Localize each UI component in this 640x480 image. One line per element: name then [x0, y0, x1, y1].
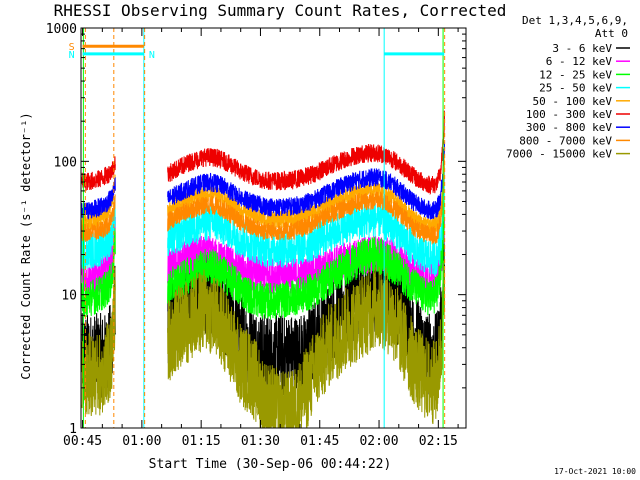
legend-header: Att 0: [595, 27, 628, 40]
marker-lines-layer: SN N: [69, 28, 446, 428]
y-tick-label: 10: [61, 289, 77, 304]
flag-label: N: [149, 50, 155, 61]
series-line: [81, 110, 445, 196]
series-line: [81, 260, 445, 428]
x-tick-label: 01:30: [241, 434, 280, 449]
axes-layer: 00:45 01:00 01:15 01:30 01:45 02:00 02:15 1 10 10…: [46, 22, 466, 449]
series-layer: [81, 110, 445, 428]
x-axis-label: Start Time (30-Sep-06 00:44:22): [149, 457, 392, 472]
legend-label: 800 - 7000 keV: [519, 134, 612, 147]
legend-header: Det 1,3,4,5,6,9,: [522, 14, 628, 27]
series-line: [81, 166, 445, 277]
y-tick-label: 1: [69, 422, 77, 437]
x-tick-label: 02:00: [359, 434, 398, 449]
legend-label: 50 - 100 keV: [533, 95, 613, 108]
x-tick-label: 01:00: [122, 434, 161, 449]
flag-label: S: [69, 42, 75, 53]
flag-label: N: [69, 50, 75, 61]
series-line: [81, 141, 445, 221]
legend-label: 25 - 50 keV: [539, 82, 612, 95]
chart-title: RHESSI Observing Summary Count Rates, Co…: [54, 1, 507, 20]
legend-label: 6 - 12 keV: [546, 55, 613, 68]
x-tick-label: 00:45: [63, 434, 102, 449]
plot-frame: [80, 27, 467, 429]
legend-label: 7000 - 15000 keV: [506, 148, 612, 161]
y-axis-label: Corrected Count Rate (s⁻¹ detector⁻¹): [19, 112, 33, 379]
legend-label: 300 - 800 keV: [526, 121, 612, 134]
y-tick-label: 100: [54, 155, 77, 170]
legend-label: 100 - 300 keV: [526, 108, 612, 121]
x-tick-label: 01:45: [300, 434, 339, 449]
legend-label: 3 - 6 keV: [552, 42, 612, 55]
x-tick-label: 02:15: [419, 434, 458, 449]
timestamp: 17-Oct-2021 10:00: [554, 467, 636, 476]
y-tick-label: 1000: [46, 22, 77, 37]
x-tick-label: 01:15: [182, 434, 221, 449]
series-line: [81, 189, 445, 320]
legend-label: 12 - 25 keV: [539, 68, 612, 81]
series-line: [81, 160, 445, 245]
